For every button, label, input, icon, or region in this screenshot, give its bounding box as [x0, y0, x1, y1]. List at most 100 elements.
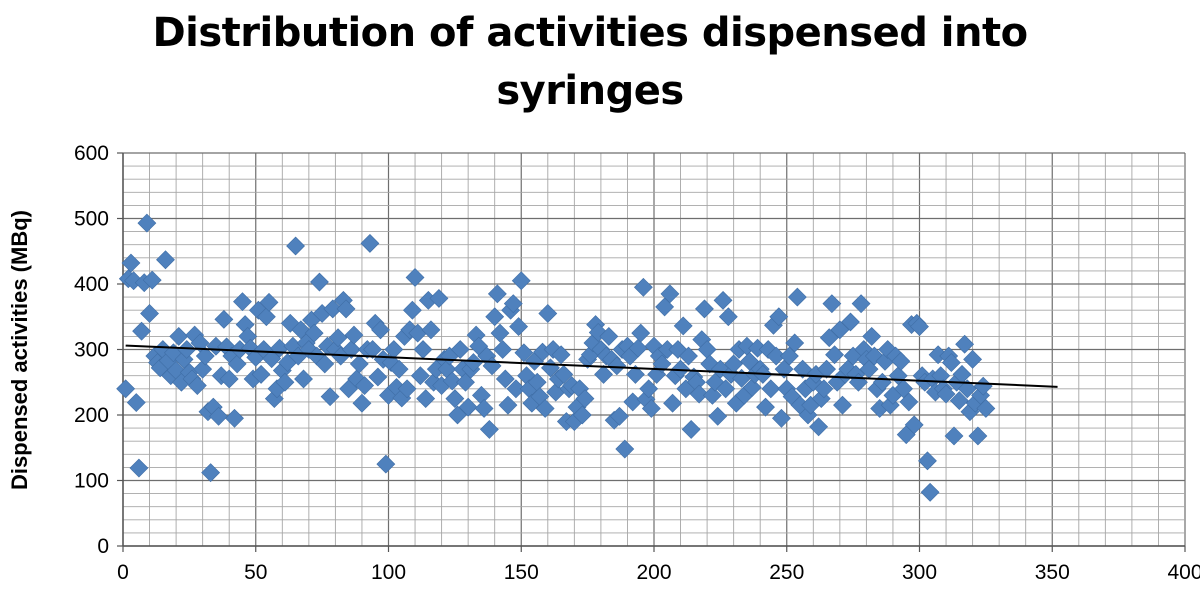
data-point [918, 451, 937, 471]
data-point [599, 326, 619, 346]
data-point [920, 482, 940, 502]
data-point [511, 271, 531, 291]
data-point [169, 326, 189, 346]
data-point [862, 326, 882, 346]
data-point [363, 340, 382, 359]
data-point [490, 323, 510, 343]
axes [117, 152, 1186, 552]
data-point [625, 364, 645, 384]
data-point [233, 292, 252, 312]
data-point [487, 284, 507, 304]
data-point [663, 393, 683, 413]
data-point [201, 463, 221, 483]
data-point [368, 367, 388, 387]
data-point [116, 379, 136, 399]
data-point [310, 272, 329, 292]
x-tick-label: 150 [504, 561, 539, 584]
data-point [376, 454, 396, 474]
data-point [830, 320, 850, 340]
data-point [336, 299, 356, 319]
data-point [344, 325, 364, 345]
data-point [628, 338, 648, 358]
data-point [416, 389, 436, 409]
data-point [833, 395, 852, 415]
data-point [493, 340, 513, 359]
data-point [209, 406, 229, 426]
data-point [756, 397, 775, 417]
data-point [421, 320, 441, 340]
data-point [702, 385, 722, 405]
data-point [304, 323, 324, 343]
x-tick-label: 400 [1167, 561, 1200, 584]
data-point [320, 387, 340, 407]
data-point [944, 426, 964, 446]
data-point [535, 399, 555, 418]
data-point [256, 307, 276, 327]
data-point [575, 389, 595, 409]
data-point [546, 382, 566, 402]
data-point [132, 321, 152, 341]
data-point [323, 299, 343, 319]
x-tick-label: 100 [371, 561, 406, 584]
data-point [825, 345, 844, 365]
data-point [766, 346, 786, 366]
data-point [464, 353, 483, 373]
data-point [474, 399, 494, 418]
data-point [503, 294, 523, 314]
data-point [963, 349, 983, 369]
data-point [633, 277, 653, 297]
data-point [328, 328, 348, 348]
data-point [275, 372, 295, 392]
y-tick-label: 600 [74, 142, 109, 165]
data-point [793, 359, 813, 379]
data-point [957, 379, 977, 399]
y-tick-label: 300 [74, 339, 109, 362]
data-point [538, 304, 558, 323]
data-point [413, 340, 433, 359]
data-point [809, 417, 829, 437]
data-point [955, 334, 975, 354]
data-point [225, 408, 244, 428]
data-point [294, 369, 313, 389]
chart-title: Distribution of activities dispensed int… [152, 10, 1028, 114]
data-point [841, 312, 860, 332]
y-tick-label: 0 [97, 535, 109, 558]
data-point [514, 343, 534, 363]
data-point [156, 250, 175, 270]
data-point [949, 391, 969, 411]
data-point [262, 349, 282, 369]
data-point [129, 458, 149, 478]
data-point [389, 359, 409, 379]
data-point [137, 213, 157, 233]
data-point [227, 354, 247, 374]
data-point [610, 406, 629, 426]
x-tick-label: 250 [769, 561, 804, 584]
y-axis-title: Dispensed activities (MBq) [7, 210, 32, 490]
trendline-group [125, 344, 1058, 388]
data-point [498, 395, 518, 415]
data-point [772, 408, 791, 428]
data-point [787, 287, 807, 307]
data-point [716, 379, 736, 399]
data-point [458, 397, 478, 417]
data-point [718, 307, 738, 327]
data-point [910, 317, 929, 336]
data-point [214, 309, 234, 329]
data-point [785, 333, 805, 353]
data-point [448, 405, 467, 425]
data-point [251, 364, 271, 384]
x-tick-label: 300 [902, 561, 937, 584]
data-point [384, 340, 404, 359]
data-point [509, 317, 529, 336]
x-tick-label: 200 [636, 561, 671, 584]
data-point [402, 300, 422, 320]
data-point [341, 340, 361, 359]
data-point [631, 323, 651, 343]
data-point [713, 290, 733, 310]
data-point [429, 288, 449, 308]
data-point [187, 376, 207, 395]
data-point [695, 299, 714, 319]
data-point [660, 284, 680, 304]
data-points [116, 213, 996, 502]
